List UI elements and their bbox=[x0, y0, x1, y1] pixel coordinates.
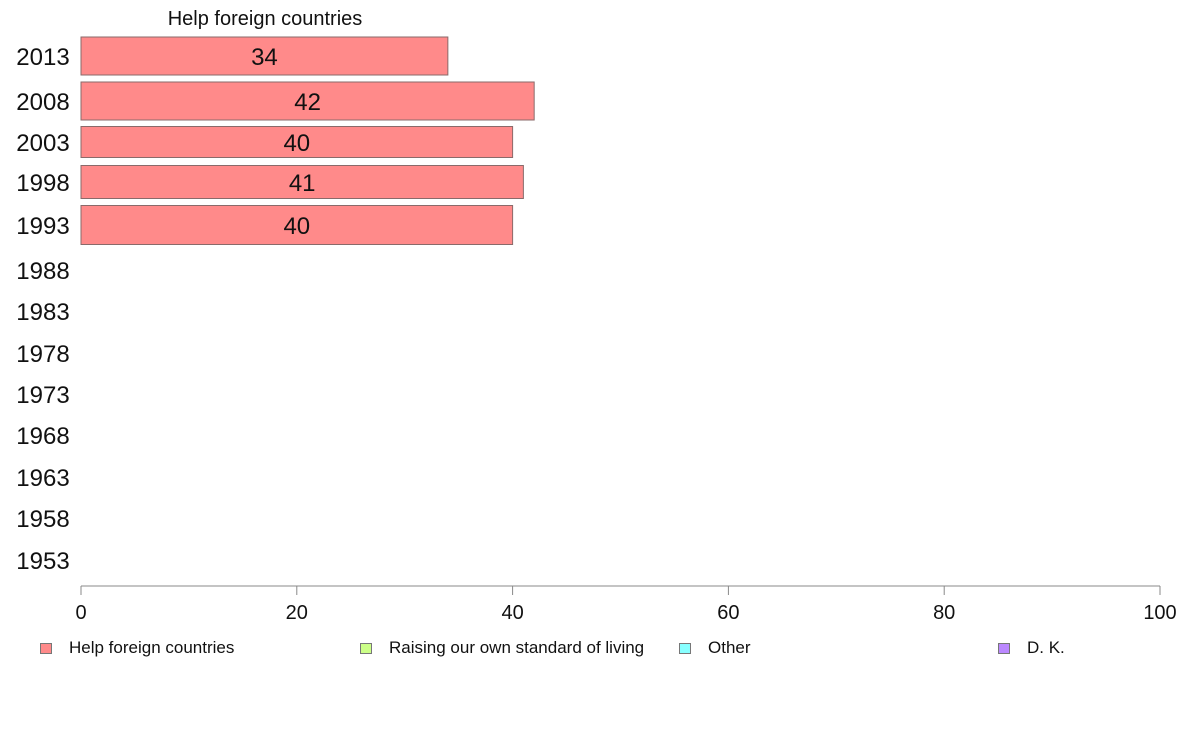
category-label-1963: 1963 bbox=[16, 465, 69, 492]
category-label-1988: 1988 bbox=[16, 258, 69, 285]
category-label-1958: 1958 bbox=[16, 506, 69, 533]
category-label-1978: 1978 bbox=[16, 341, 69, 368]
category-label-1998: 1998 bbox=[16, 170, 69, 197]
category-labels: 2013 2008 2003 1998 1993 1988 1983 1978 1973 1968… bbox=[16, 44, 69, 575]
legend-item-help-foreign-countries: Help foreign countries bbox=[40, 638, 234, 658]
chart-title: Help foreign countries bbox=[168, 8, 363, 30]
data-label-1998: 41 bbox=[289, 170, 316, 197]
legend-label: D. K. bbox=[1027, 638, 1065, 657]
data-label-2008: 42 bbox=[294, 89, 321, 116]
bars-layer: 34 42 40 41 40 bbox=[80, 36, 535, 245]
data-label-2013: 34 bbox=[251, 44, 278, 71]
x-tick-label-20: 20 bbox=[286, 602, 308, 624]
x-tick-label-0: 0 bbox=[75, 602, 86, 624]
x-tick-label-60: 60 bbox=[717, 602, 739, 624]
x-tick-label-80: 80 bbox=[933, 602, 955, 624]
category-label-1973: 1973 bbox=[16, 382, 69, 409]
legend: Help foreign countries Raising our own s… bbox=[0, 638, 1188, 662]
legend-item-raising-standard-of-living: Raising our own standard of living bbox=[360, 638, 644, 658]
legend-item-other: Other bbox=[679, 638, 751, 658]
category-label-2003: 2003 bbox=[16, 130, 69, 157]
bar-2013 bbox=[80, 36, 449, 76]
category-label-1968: 1968 bbox=[16, 423, 69, 450]
legend-label: Other bbox=[708, 638, 751, 657]
bar-2008 bbox=[80, 81, 535, 121]
legend-swatch-other bbox=[679, 642, 691, 654]
category-label-2013: 2013 bbox=[16, 44, 69, 71]
category-label-2008: 2008 bbox=[16, 89, 69, 116]
category-label-1993: 1993 bbox=[16, 213, 69, 240]
legend-swatch-help-foreign-countries bbox=[40, 642, 52, 654]
x-tick-label-40: 40 bbox=[501, 602, 523, 624]
x-axis: 0 20 40 60 80 100 bbox=[75, 585, 1177, 624]
legend-label: Raising our own standard of living bbox=[389, 638, 645, 657]
x-tick-label-100: 100 bbox=[1143, 602, 1176, 624]
legend-swatch-raising-standard-of-living bbox=[360, 642, 372, 654]
data-label-2003: 40 bbox=[283, 130, 310, 157]
category-label-1983: 1983 bbox=[16, 299, 69, 326]
category-label-1953: 1953 bbox=[16, 548, 69, 575]
bar-2003 bbox=[80, 126, 514, 158]
bar-1993 bbox=[80, 205, 514, 245]
legend-label: Help foreign countries bbox=[69, 638, 235, 657]
data-label-1993: 40 bbox=[283, 213, 310, 240]
bar-1998 bbox=[80, 165, 524, 199]
legend-swatch-dk bbox=[998, 642, 1010, 654]
legend-item-dk: D. K. bbox=[998, 638, 1065, 658]
